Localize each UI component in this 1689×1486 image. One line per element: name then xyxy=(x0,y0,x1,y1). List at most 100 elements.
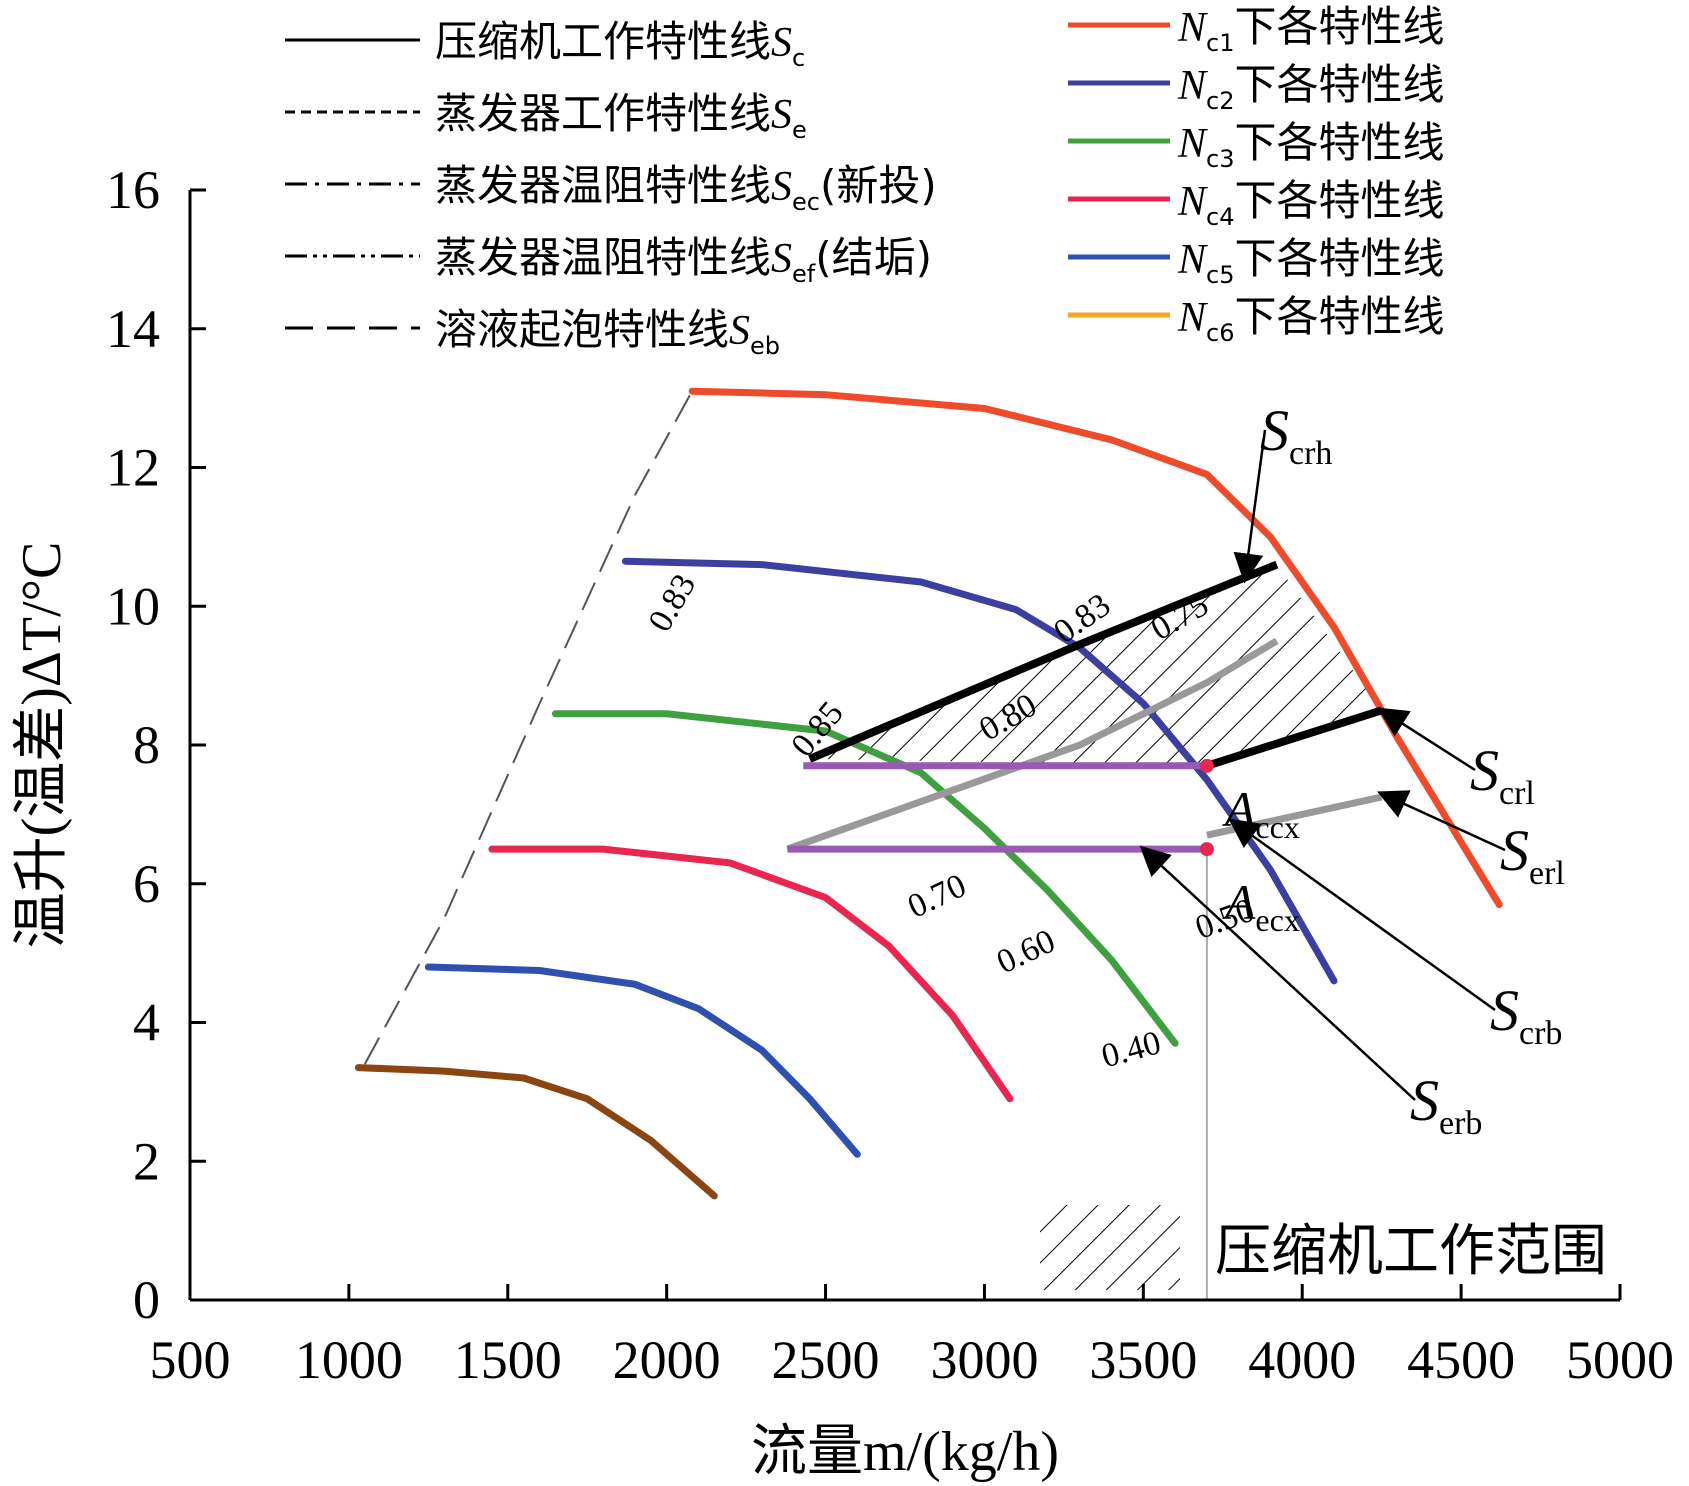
efficiency-labels: 0.83 0.830.85 0.800.750.700.600.500.40 xyxy=(642,568,1260,1075)
legend: 压缩机工作特性线Sc 蒸发器工作特性线Se 蒸发器温阻特性线Sec(新投) 蒸发器温阻… xyxy=(285,2,1445,360)
speed-lines xyxy=(354,387,1503,1200)
legend-style-sub: ef xyxy=(792,260,816,288)
legend-speed-n: N xyxy=(1177,295,1208,341)
legend-speed-label-5: Nc6下各特性线 xyxy=(1177,292,1445,347)
x-tick-label: 4000 xyxy=(1248,1330,1356,1390)
annotation-arrow xyxy=(1377,707,1476,772)
legend-speed-text: 下各特性线 xyxy=(1234,60,1444,109)
annotation-sub: erl xyxy=(1529,855,1565,892)
legend-speed-text: 下各特性线 xyxy=(1234,234,1444,283)
legend-style-label-3: 蒸发器温阻特性线Sef(结垢) xyxy=(435,233,932,288)
x-tick-label: 3000 xyxy=(930,1330,1038,1390)
y-tick-label: 10 xyxy=(106,576,160,636)
x-tick-label: 2500 xyxy=(772,1330,880,1390)
efficiency-label-0: 0.83 xyxy=(642,568,704,638)
line-s-crh xyxy=(808,560,1279,763)
annotation-sub: crh xyxy=(1289,435,1332,472)
point-a-ecx xyxy=(1199,842,1214,857)
hatch-legend-swatch xyxy=(1040,1205,1180,1290)
x-tick-label: 3500 xyxy=(1089,1330,1197,1390)
annotation-crl: Scrl xyxy=(1470,738,1535,812)
legend-speed-label-0: Nc1下各特性线 xyxy=(1177,2,1445,57)
axes: 500 1000 1500 2000 2500 3000 3500 4000 4500 5000 0… xyxy=(11,160,1674,1483)
legend-speed-n: N xyxy=(1177,5,1208,51)
legend-speed-sub: c4 xyxy=(1206,203,1234,231)
legend-speed-sub: c1 xyxy=(1206,29,1234,57)
legend-speed-label-1: Nc2下各特性线 xyxy=(1177,60,1445,115)
x-tick-label: 500 xyxy=(150,1330,231,1390)
annotation-erl: Serl xyxy=(1500,818,1565,892)
legend-speed-label-3: Nc4下各特性线 xyxy=(1177,176,1445,231)
line-s-crl xyxy=(1205,706,1383,770)
surge-line xyxy=(363,390,693,1065)
efficiency-label-8: 0.40 xyxy=(1098,1024,1165,1075)
legend-style-s: S xyxy=(729,308,750,354)
annotation-crh: Scrh xyxy=(1260,398,1332,472)
legend-style-label-2: 蒸发器温阻特性线Sec(新投) xyxy=(435,161,937,216)
point-label-ecx: Aecx xyxy=(1222,874,1300,938)
x-tick-label: 2000 xyxy=(613,1330,721,1390)
legend-speed-n: N xyxy=(1177,179,1208,225)
legend-speed-sub: c2 xyxy=(1206,87,1234,115)
legend-style-sub: e xyxy=(792,116,807,144)
legend-speed-n: N xyxy=(1177,121,1208,167)
legend-speed-n: N xyxy=(1177,63,1208,109)
legend-style-sub: ec xyxy=(792,188,820,216)
y-tick-label: 6 xyxy=(133,854,160,914)
legend-style-suffix: (结垢) xyxy=(815,233,932,282)
legend-style-s: S xyxy=(771,164,792,210)
hatch-legend-label: 压缩机工作范围 xyxy=(1215,1219,1607,1284)
legend-speed-sub: c3 xyxy=(1206,145,1234,173)
y-tick-label: 4 xyxy=(133,993,160,1053)
legend-speed-text: 下各特性线 xyxy=(1234,292,1444,341)
x-tick-label: 5000 xyxy=(1566,1330,1674,1390)
legend-speed-text: 下各特性线 xyxy=(1234,2,1444,51)
legend-style-s: S xyxy=(771,20,792,66)
legend-speed-sub: c6 xyxy=(1206,319,1234,347)
x-tick-label: 1500 xyxy=(454,1330,562,1390)
legend-style-label-1: 蒸发器工作特性线Se xyxy=(435,89,807,144)
operating-points xyxy=(1199,758,1214,857)
annotation-arrow xyxy=(1139,845,1416,1101)
point-label-sub: ecx xyxy=(1255,902,1299,938)
speed-line-nc5 xyxy=(424,963,861,1158)
annotation-arrow xyxy=(1377,790,1506,852)
y-tick-label: 16 xyxy=(106,160,160,220)
legend-speed-text: 下各特性线 xyxy=(1234,176,1444,225)
line-s-erl xyxy=(786,637,1279,853)
point-label-sub: ccx xyxy=(1255,809,1299,845)
legend-style-label-4: 溶液起泡特性线Seb xyxy=(435,305,780,360)
legend-speed-label-2: Nc3下各特性线 xyxy=(1177,118,1445,173)
annotation-arrow xyxy=(1228,818,1496,1012)
legend-style-sub: eb xyxy=(750,332,780,360)
speed-line-nc1 xyxy=(688,387,1503,909)
speed-line-nc4 xyxy=(488,845,1014,1103)
annotation-sub: crb xyxy=(1519,1015,1562,1052)
y-tick-label: 14 xyxy=(106,299,160,359)
legend-style-suffix: (新投) xyxy=(820,161,937,210)
legend-speed-label-4: Nc5下各特性线 xyxy=(1177,234,1445,289)
legend-style-sub: c xyxy=(792,44,805,72)
legend-style-label-0: 压缩机工作特性线Sc xyxy=(435,17,805,72)
x-tick-label: 4500 xyxy=(1407,1330,1515,1390)
annotation-sub: crl xyxy=(1499,775,1535,812)
efficiency-label-6: 0.60 xyxy=(991,923,1061,982)
point-a-ccx xyxy=(1199,758,1214,773)
y-tick-label: 12 xyxy=(106,438,160,498)
annotation-crb: Scrb xyxy=(1490,978,1562,1052)
y-axis-label: 温升(温差)ΔT/°C xyxy=(11,542,73,949)
annotation-sub: erb xyxy=(1439,1105,1482,1142)
legend-style-s: S xyxy=(771,92,792,138)
annotation-erb: Serb xyxy=(1410,1068,1482,1142)
speed-line-nc3 xyxy=(551,710,1179,1047)
legend-speed-sub: c5 xyxy=(1206,261,1234,289)
annotation-arrow xyxy=(1233,429,1267,584)
legend-speed-text: 下各特性线 xyxy=(1234,118,1444,167)
x-tick-label: 1000 xyxy=(295,1330,403,1390)
efficiency-label-5: 0.70 xyxy=(902,867,972,926)
y-tick-label: 8 xyxy=(133,715,160,775)
y-tick-label: 0 xyxy=(133,1270,160,1330)
speed-line-nc6 xyxy=(354,1064,718,1200)
